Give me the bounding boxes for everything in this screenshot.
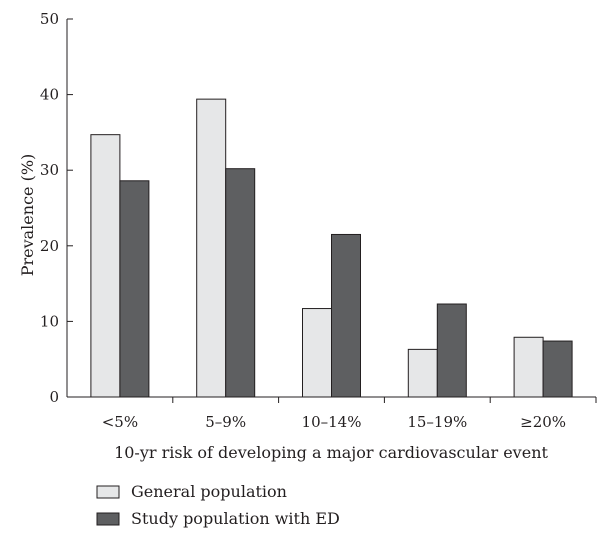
- bar-study-population: [542, 340, 573, 398]
- legend-swatch-general-population: [96, 485, 120, 499]
- bar-general-population: [196, 98, 227, 398]
- legend-item-general-population: General population: [96, 482, 287, 501]
- y-tick-label: 10: [40, 312, 59, 330]
- bar-general-population: [90, 134, 121, 398]
- legend-item-study-population: Study population with ED: [96, 509, 340, 528]
- y-axis-ticks: 0 10 20 30 40 50: [40, 10, 73, 406]
- x-tick-label: 5–9%: [205, 413, 246, 431]
- bar-study-population: [119, 180, 150, 398]
- y-tick-label: 30: [40, 161, 59, 179]
- bar-study-population: [225, 168, 256, 398]
- x-axis-ticks: <5% 5–9% 10–14% 15–19% ≥20%: [102, 397, 597, 431]
- legend-label-general-population: General population: [131, 482, 287, 501]
- x-tick-label: <5%: [102, 413, 138, 431]
- x-tick-label: 10–14%: [302, 413, 362, 431]
- x-axis-label: 10-yr risk of developing a major cardiov…: [114, 443, 548, 462]
- bar-general-population: [302, 308, 332, 398]
- bar-study-population: [436, 303, 467, 398]
- bar-study-population: [331, 233, 361, 398]
- y-axis-label: Prevalence (%): [18, 154, 37, 277]
- y-tick-label: 50: [40, 10, 59, 28]
- bars: [90, 98, 573, 398]
- x-tick-label: ≥20%: [520, 413, 566, 431]
- legend-label-study-population: Study population with ED: [131, 509, 340, 528]
- x-tick-label: 15–19%: [407, 413, 467, 431]
- y-tick-label: 20: [40, 237, 59, 255]
- bar-general-population: [513, 336, 544, 398]
- y-tick-label: 40: [40, 86, 59, 104]
- bar-general-population: [407, 348, 438, 398]
- y-tick-label: 0: [49, 388, 59, 406]
- legend: General population Study population with…: [96, 482, 340, 528]
- legend-swatch-study-population: [96, 512, 120, 526]
